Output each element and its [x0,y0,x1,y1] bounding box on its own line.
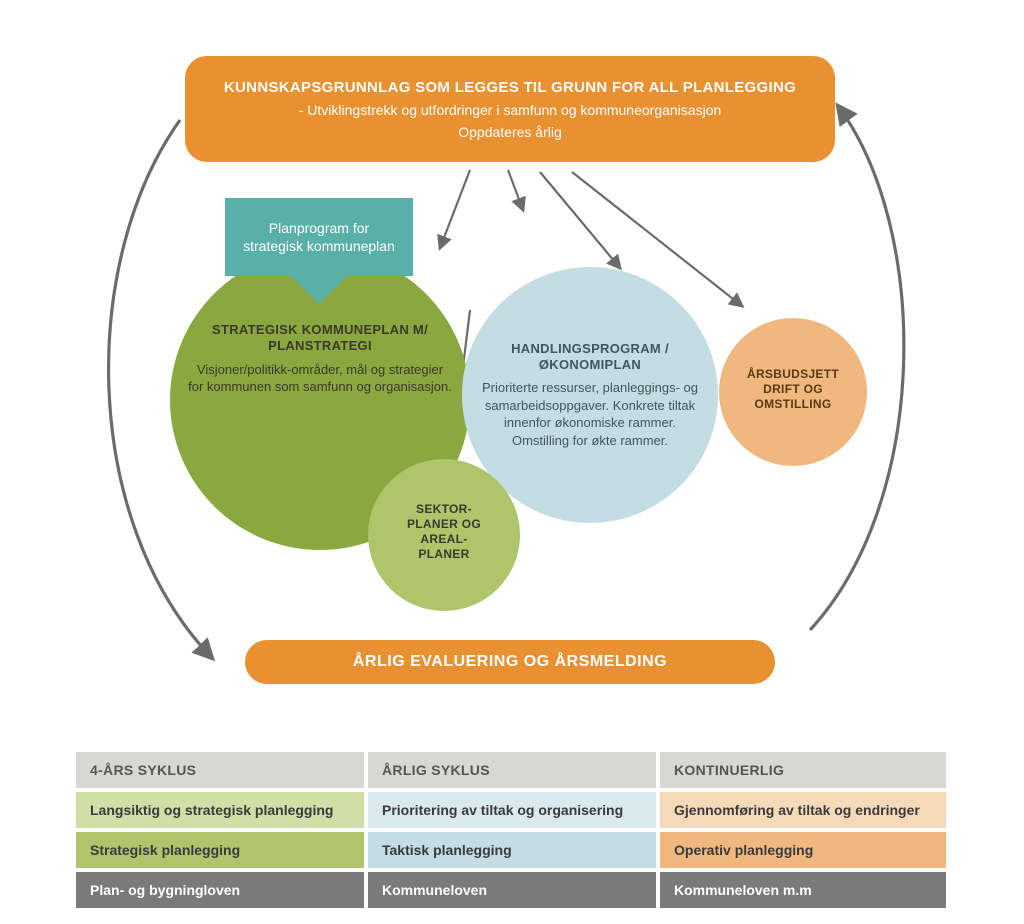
strategic-body: Visjoner/politikk-områder, mål og strate… [188,361,452,396]
planprogram-text: Planprogram for strategisk kommuneplan [237,219,401,255]
banner-top-sub2: Oppdateres årlig [458,124,562,140]
knowledge-basis-banner: KUNNSKAPSGRUNNLAG SOM LEGGES TIL GRUNN F… [185,56,835,162]
table-row: Strategisk planlegging [76,832,364,868]
table-row: Kommuneloven [368,872,656,908]
annual-evaluation-banner: ÅRLIG EVALUERING OG ÅRSMELDING [245,640,775,684]
sector-plans-circle: SEKTOR-PLANER OG AREAL-PLANER [368,459,520,611]
banner-top-sub1: - Utviklingstrekk og utfordringer i samf… [299,102,722,118]
table-header-col1: 4-ÅRS SYKLUS [76,752,364,788]
arrow-to-handling-2 [540,172,620,268]
table-header-col3: KONTINUERLIG [660,752,946,788]
banner-bottom-label: ÅRLIG EVALUERING OG ÅRSMELDING [353,653,667,671]
handling-title: HANDLINGSPROGRAM / ØKONOMIPLAN [480,341,700,374]
table-row: Gjennomføring av tiltak og endringer [660,792,946,828]
budget-title: ÅRSBUDSJETT DRIFT OG OMSTILLING [737,367,849,412]
table-row: Taktisk planlegging [368,832,656,868]
table-row: Kommuneloven m.m [660,872,946,908]
table-row: Prioritering av tiltak og organisering [368,792,656,828]
table-row: Plan- og bygningloven [76,872,364,908]
arrow-to-sector-area [440,170,470,248]
diagram-stage: KUNNSKAPSGRUNNLAG SOM LEGGES TIL GRUNN F… [0,0,1024,924]
strategic-title: STRATEGISK KOMMUNEPLAN M/ PLANSTRATEGI [188,322,452,355]
table-row: Operativ planlegging [660,832,946,868]
planprogram-callout: Planprogram for strategisk kommuneplan [225,198,413,276]
annual-budget-circle: ÅRSBUDSJETT DRIFT OG OMSTILLING [719,318,867,466]
arrow-to-handling-1 [508,170,523,210]
handling-body: Prioriterte ressurser, planleggings- og … [480,379,700,449]
table-header-col2: ÅRLIG SYKLUS [368,752,656,788]
banner-top-title: KUNNSKAPSGRUNNLAG SOM LEGGES TIL GRUNN F… [224,79,796,96]
planprogram-callout-tail [291,276,347,304]
planning-cycle-table: 4-ÅRS SYKLUSÅRLIG SYKLUSKONTINUERLIGLang… [76,752,942,908]
table-row: Langsiktig og strategisk planlegging [76,792,364,828]
sector-title: SEKTOR-PLANER OG AREAL-PLANER [386,502,502,562]
